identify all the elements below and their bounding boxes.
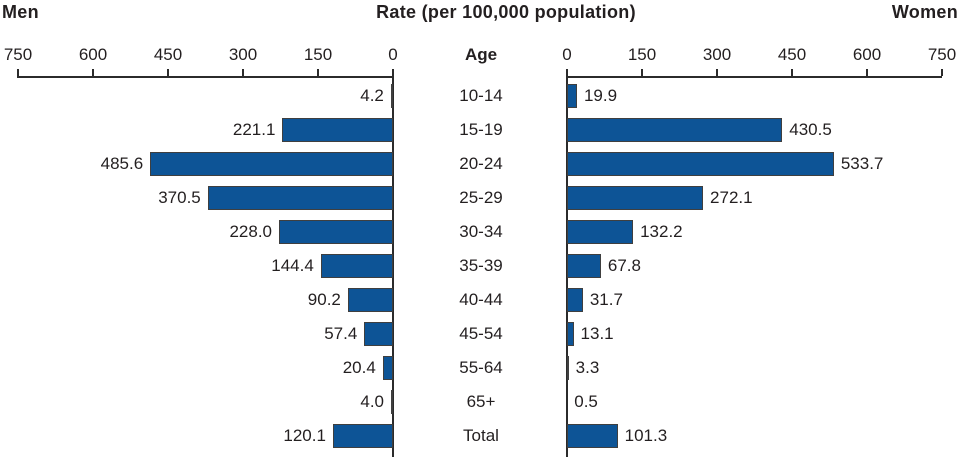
age-label-20-24: 20-24 [459,154,503,173]
men-axis-tick-label-600: 600 [78,45,108,64]
value-men-55-64: 20.4 [342,358,376,377]
value-women-15-19: 430.5 [789,120,832,139]
men-axis-tick-0 [392,69,394,76]
age-label-35-39: 35-39 [459,256,503,275]
chart-title: Rate (per 100,000 population) [376,2,636,22]
value-men-Total: 120.1 [283,426,326,445]
bar-women-35-39 [567,254,601,278]
men-axis-tick-450 [167,69,169,76]
women-axis-tick-label-0: 0 [562,45,572,64]
women-axis-tick-750 [941,69,943,76]
age-label-40-44: 40-44 [459,290,503,309]
value-women-20-24: 533.7 [840,154,884,173]
women-axis-tick-label-450: 450 [777,45,807,64]
bar-women-45-54 [567,322,574,346]
value-men-40-44: 90.2 [307,290,341,309]
value-women-30-34: 132.2 [640,222,683,241]
value-men-15-19: 221.1 [232,120,276,139]
men-axis-tick-750 [17,69,19,76]
value-men-65+: 4.0 [360,392,384,411]
age-column-header: Age [464,45,498,64]
value-men-45-54: 57.4 [324,324,358,343]
women-axis-tick-label-300: 300 [702,45,732,64]
women-axis-tick-450 [791,69,793,76]
women-axis-tick-label-150: 150 [627,45,657,64]
bar-men-45-54 [364,322,393,346]
value-men-10-14: 4.2 [360,86,384,105]
bar-men-30-34 [279,220,393,244]
bar-women-10-14 [567,84,577,108]
women-axis-line [566,76,942,78]
women-axis-tick-150 [641,69,643,76]
men-axis-tick-label-0: 0 [388,45,398,64]
value-women-55-64: 3.3 [575,358,600,377]
bar-men-25-29 [207,186,393,210]
bar-men-40-44 [347,288,393,312]
women-axis-tick-300 [716,69,718,76]
bar-women-30-34 [567,220,634,244]
women-axis-tick-label-600: 600 [852,45,882,64]
bar-women-25-29 [567,186,704,210]
age-label-25-29: 25-29 [459,188,503,207]
women-series-header: Women [891,2,958,22]
value-men-35-39: 144.4 [271,256,314,275]
bar-men-15-19 [282,118,393,142]
bar-men-10-14 [390,84,393,108]
value-women-Total: 101.3 [624,426,668,445]
men-axis-tick-label-300: 300 [228,45,258,64]
bar-men-65+ [391,390,393,414]
age-label-55-64: 55-64 [459,358,503,377]
value-women-25-29: 272.1 [710,188,753,207]
value-men-25-29: 370.5 [158,188,201,207]
men-series-header: Men [2,2,39,22]
age-label-45-54: 45-54 [459,324,503,343]
value-women-40-44: 31.7 [589,290,623,309]
men-axis-tick-label-450: 450 [153,45,183,64]
age-label-30-34: 30-34 [459,222,503,241]
value-men-20-24: 485.6 [100,154,144,173]
women-axis-tick-600 [866,69,868,76]
men-axis-tick-label-150: 150 [303,45,333,64]
men-axis-tick-label-750: 750 [3,45,33,64]
age-label-Total: Total [463,426,499,445]
bar-men-35-39 [320,254,393,278]
men-axis-line [17,76,394,78]
value-men-30-34: 228.0 [229,222,272,241]
women-axis-tick-label-750: 750 [927,45,957,64]
age-label-15-19: 15-19 [459,120,503,139]
value-women-65+: 0.5 [574,392,598,411]
bar-women-Total [567,424,618,448]
age-label-10-14: 10-14 [459,86,503,105]
bar-women-15-19 [567,118,783,142]
bar-women-55-64 [567,356,569,380]
age-label-65+: 65+ [466,392,496,411]
bar-men-Total [332,424,393,448]
value-women-35-39: 67.8 [607,256,641,275]
men-zero-baseline [392,76,394,457]
bar-women-40-44 [567,288,583,312]
men-axis-tick-600 [92,69,94,76]
men-axis-tick-150 [317,69,319,76]
bar-women-20-24 [567,152,834,176]
value-women-45-54: 13.1 [580,324,614,343]
women-axis-tick-0 [566,69,568,76]
bar-men-55-64 [382,356,393,380]
men-axis-tick-300 [242,69,244,76]
value-women-10-14: 19.9 [583,86,618,105]
bar-men-20-24 [150,152,393,176]
